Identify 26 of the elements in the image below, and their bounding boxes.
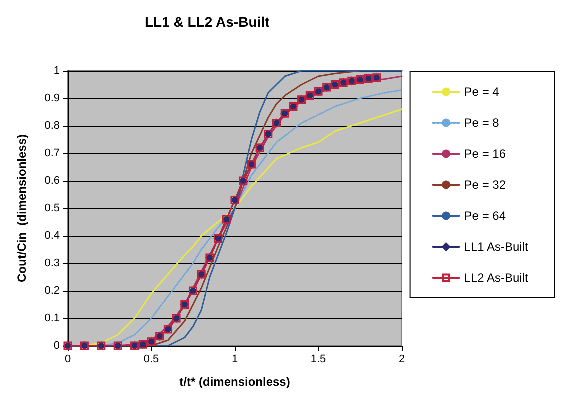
y-tick-label: 0	[54, 340, 60, 352]
y-tick-label: 0.6	[44, 175, 60, 187]
y-tick-label: 0.5	[44, 202, 60, 214]
chart-title: LL1 & LL2 As-Built	[145, 14, 270, 30]
y-axis-title: Cout/Cin (dimensionless)	[15, 134, 29, 283]
y-tick-label: 1	[54, 65, 60, 77]
x-tick-label: 1	[232, 354, 238, 366]
y-tick-label: 0.2	[44, 285, 60, 297]
y-tick-label: 0.4	[44, 230, 60, 242]
y-tick-label: 0.8	[44, 120, 60, 132]
y-tick-label: 0.7	[44, 148, 60, 160]
y-tick-label: 0.3	[44, 258, 60, 270]
legend-label: Pe = 32	[464, 178, 506, 192]
legend-label: Pe = 8	[464, 116, 500, 130]
x-tick-label: 0.5	[144, 354, 160, 366]
x-tick-label: 2	[398, 354, 406, 366]
y-tick-label: 0.9	[44, 92, 60, 104]
y-tick-label: 0.1	[44, 312, 60, 324]
x-axis-title: t/t* (dimensionless)	[180, 375, 290, 389]
legend-label: Pe = 16	[464, 147, 506, 161]
legend-label: Pe = 4	[464, 85, 500, 99]
x-tick-label: 0	[64, 354, 72, 366]
x-tick-label: 1.5	[310, 354, 326, 366]
legend-label: LL2 As-Built	[464, 271, 530, 285]
legend-label: Pe = 64	[464, 209, 506, 223]
legend-label: LL1 As-Built	[464, 240, 530, 254]
